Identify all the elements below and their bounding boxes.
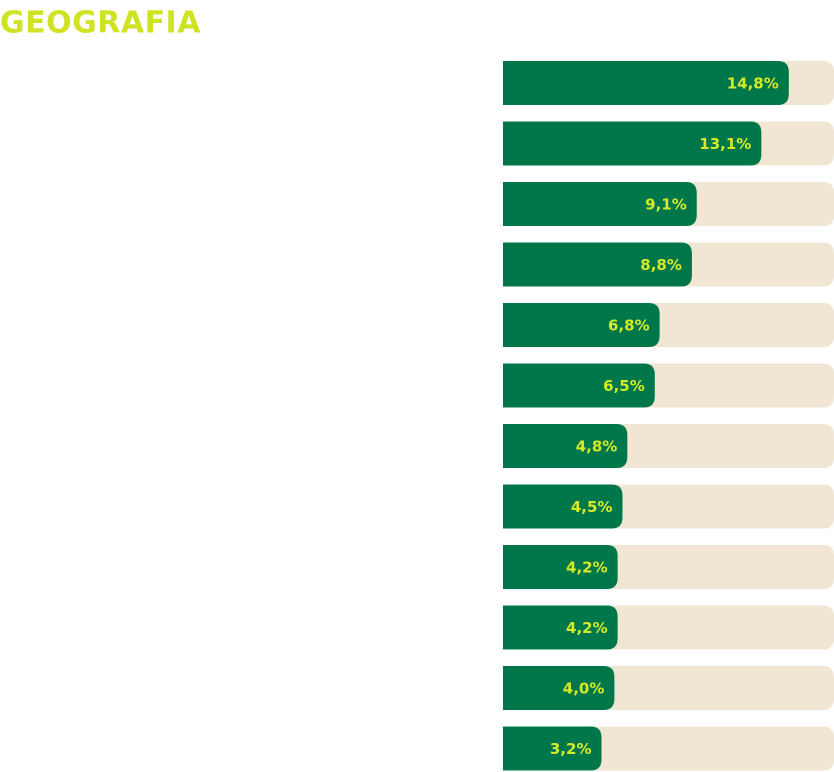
value-label: 8,8% — [640, 256, 682, 274]
value-label: 14,8% — [727, 75, 779, 93]
value-label: 6,5% — [603, 377, 645, 395]
bar — [503, 424, 628, 468]
bar — [503, 363, 655, 408]
bar — [503, 303, 660, 347]
chart-title: GEOGRAFIA — [0, 6, 201, 41]
value-label: 6,8% — [608, 317, 650, 335]
value-label: 4,2% — [566, 559, 608, 577]
bar — [503, 605, 618, 650]
value-label: 4,8% — [576, 438, 618, 456]
bar — [503, 484, 623, 529]
bar — [503, 726, 602, 771]
bar — [503, 545, 618, 589]
bar — [503, 121, 762, 166]
value-label: 9,1% — [645, 196, 687, 214]
bar — [503, 242, 692, 287]
bar — [503, 666, 615, 710]
bar — [503, 61, 789, 105]
value-label: 13,1% — [699, 135, 751, 153]
bar — [503, 182, 697, 226]
value-label: 3,2% — [550, 740, 592, 758]
value-label: 4,2% — [566, 619, 608, 637]
value-label: 4,5% — [571, 498, 613, 516]
value-label: 4,0% — [563, 680, 605, 698]
